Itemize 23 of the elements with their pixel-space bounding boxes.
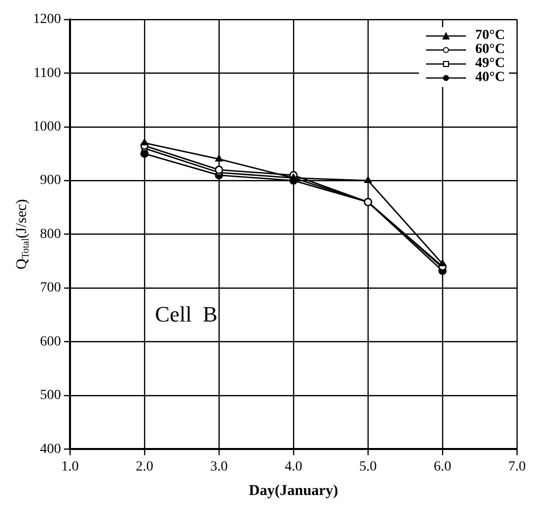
x-tick-label: 5.0	[359, 459, 377, 474]
x-tick-label: 3.0	[210, 459, 228, 474]
x-tick-label: 7.0	[508, 459, 526, 474]
y-tick-label: 1100	[34, 66, 61, 81]
y-tick-label: 900	[40, 173, 61, 188]
legend-label: 70°C	[475, 28, 505, 44]
y-tick-label: 800	[40, 226, 61, 242]
y-tick-label: 700	[40, 280, 61, 296]
y-tick-label: 400	[40, 442, 61, 457]
x-tick-label: 2.0	[136, 459, 154, 474]
legend-label: 60°C	[475, 42, 505, 58]
y-tick-label: 1200	[33, 12, 61, 28]
x-axis-title: Day(January)	[248, 482, 338, 499]
y-tick-label: 1000	[33, 120, 61, 135]
y-tick-label: 500	[40, 388, 61, 404]
x-tick-label: 1.0	[61, 459, 79, 474]
x-tick-label: 4.0	[284, 459, 302, 474]
x-tick-label: 6.0	[434, 459, 452, 474]
legend-label: 49°C	[475, 56, 505, 72]
annotation: Cell B	[155, 302, 218, 327]
legend-label: 40°C	[475, 70, 505, 86]
y-axis-title: QTotal(J/sec)	[14, 199, 32, 270]
y-tick-label: 600	[40, 334, 61, 350]
